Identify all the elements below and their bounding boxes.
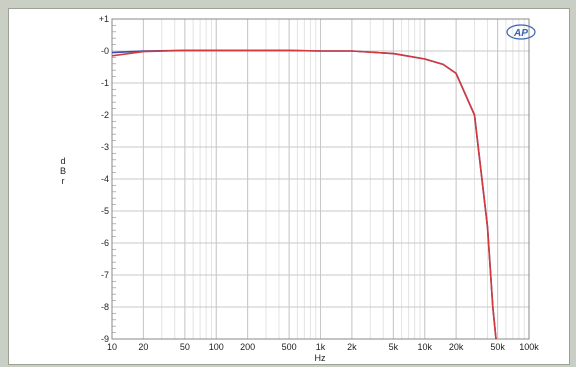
y-tick-label: +1 bbox=[99, 14, 109, 24]
grid-layer bbox=[111, 18, 530, 340]
y-tick-label: -7 bbox=[101, 270, 109, 280]
plot-border bbox=[111, 18, 530, 340]
y-tick-label: -5 bbox=[101, 206, 109, 216]
x-axis-label: Hz bbox=[315, 353, 326, 363]
series-layer bbox=[112, 49, 497, 339]
x-tick-label: 50 bbox=[180, 342, 190, 352]
y-tick-label: -9 bbox=[101, 334, 109, 344]
tick-labels: 10 20 50 100 200 500 1k 2k 5k 10k 20k 50k 100k +1 -0 -1… bbox=[99, 14, 540, 352]
x-tick-label: 100k bbox=[519, 342, 539, 352]
audio-precision-logo: AP bbox=[506, 24, 536, 40]
logo-text: AP bbox=[513, 28, 528, 39]
y-tick-label: -3 bbox=[101, 142, 109, 152]
x-tick-label: 10k bbox=[417, 342, 432, 352]
y-tick-label: -2 bbox=[101, 110, 109, 120]
x-tick-label: 200 bbox=[240, 342, 255, 352]
y-tick-label: -4 bbox=[101, 174, 109, 184]
x-tick-label: 500 bbox=[282, 342, 297, 352]
series-line-2 bbox=[112, 49, 497, 339]
x-tick-label: 10 bbox=[107, 342, 117, 352]
x-tick-label: 100 bbox=[209, 342, 224, 352]
frequency-response-chart: 10 20 50 100 200 500 1k 2k 5k 10k 20k 50k 100k +1 -0 -1… bbox=[60, 14, 540, 363]
y-tick-label: -6 bbox=[101, 238, 109, 248]
x-tick-label: 20 bbox=[138, 342, 148, 352]
y-tick-label: -0 bbox=[101, 46, 109, 56]
y-tick-label: -8 bbox=[101, 302, 109, 312]
y-tick-label: -1 bbox=[101, 78, 109, 88]
chart-frame: 10 20 50 100 200 500 1k 2k 5k 10k 20k 50k 100k +1 -0 -1… bbox=[8, 8, 570, 365]
x-tick-label: 1k bbox=[316, 342, 326, 352]
x-tick-label: 5k bbox=[389, 342, 399, 352]
x-tick-label: 2k bbox=[347, 342, 357, 352]
x-tick-label: 50k bbox=[490, 342, 505, 352]
x-tick-label: 20k bbox=[449, 342, 464, 352]
